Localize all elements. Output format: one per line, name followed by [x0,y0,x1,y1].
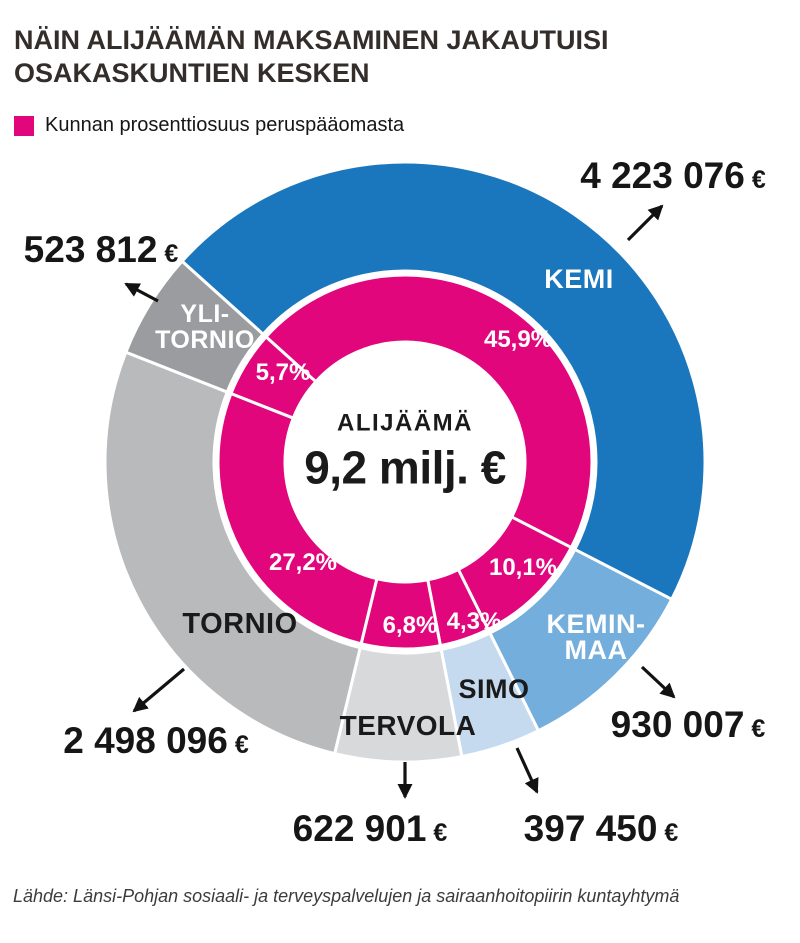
value-arrow-ylitornio [124,282,159,303]
name-label-tornio: TORNIO [182,608,297,640]
name-label-tervola: TERVOLA [340,710,477,741]
inner-segment-ylitornio [229,335,318,420]
value-arrow-keminmaa [640,665,676,699]
legend-label: Kunnan prosenttiosuus peruspääomasta [45,114,405,136]
value-label-tervola: 622 901 € [293,808,448,849]
source-note: Lähde: Länsi-Pohjan sosiaali- ja terveys… [13,886,680,906]
segment-tornio [103,350,362,756]
value-label-keminmaa: 930 007 € [611,704,766,745]
name-label-kemi: KEMI [544,264,614,294]
percent-label-ylitornio: 5,7% [256,359,311,386]
value-arrow-tornio [132,667,186,713]
percent-label-tornio: 27,2% [269,549,337,576]
segment-kemi [180,160,707,601]
page-title: NÄIN ALIJÄÄMÄN MAKSAMINEN JAKAUTUISI OSA… [14,24,609,90]
value-label-simo: 397 450 € [524,808,679,849]
value-label-ylitornio: 523 812 € [24,229,179,270]
value-label-tornio: 2 498 096 € [63,720,249,761]
percent-label-simo: 4,3% [447,608,502,635]
inner-segment-kemi [264,273,594,550]
name-label-keminmaa: KEMIN-MAA [547,609,646,665]
inner-segment-tornio [216,392,379,646]
legend-swatch-icon [14,115,34,136]
name-label-ylitornio: YLI-TORNIO [155,300,255,354]
value-arrow-kemi [626,204,664,242]
value-label-kemi: 4 223 076 € [580,155,766,196]
legend: Kunnan prosenttiosuus peruspääomasta [14,114,404,137]
name-label-simo: SIMO [458,674,529,704]
page-title-line1: NÄIN ALIJÄÄMÄN MAKSAMINEN JAKAUTUISI [14,25,609,55]
percent-label-keminmaa: 10,1% [489,554,557,581]
segment-ylitornio [124,259,265,394]
value-arrow-simo [515,747,539,794]
page-title-line2: OSAKASKUNTIEN KESKEN [14,58,370,88]
percent-label-tervola: 6,8% [383,612,438,639]
percent-label-kemi: 45,9% [484,326,552,353]
